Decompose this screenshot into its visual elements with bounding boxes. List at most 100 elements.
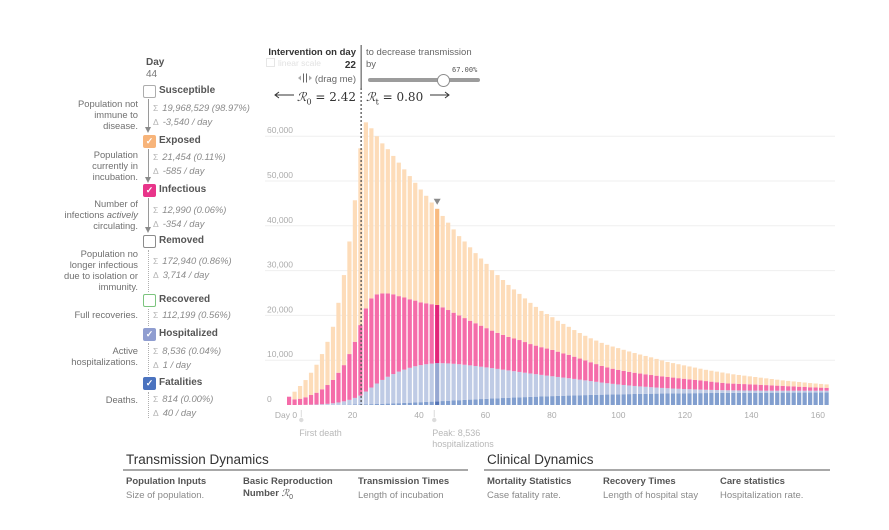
bar-exposed[interactable] [643, 355, 648, 375]
bar-exposed[interactable] [352, 200, 358, 342]
bar-fatalities[interactable] [648, 393, 654, 405]
bar-fatalities[interactable] [742, 392, 747, 405]
bar-fatalities[interactable] [725, 392, 730, 405]
bar-infectious[interactable] [731, 383, 736, 391]
bar-hospitalized[interactable] [605, 383, 610, 395]
bar-infectious[interactable] [670, 377, 676, 389]
bar-infectious[interactable] [391, 294, 396, 375]
bar-fatalities[interactable] [457, 400, 462, 405]
bar-exposed[interactable] [742, 375, 747, 385]
bar-exposed[interactable] [703, 369, 709, 382]
bar-infectious[interactable] [687, 379, 692, 390]
bar-exposed[interactable] [758, 377, 763, 385]
bar-exposed[interactable] [369, 128, 374, 299]
bar-hospitalized[interactable] [808, 390, 813, 393]
bar-infectious[interactable] [665, 377, 670, 389]
bar-infectious[interactable] [720, 382, 725, 391]
bar-exposed[interactable] [786, 380, 791, 387]
bar-fatalities[interactable] [780, 392, 785, 405]
bar-infectious[interactable] [703, 381, 709, 390]
bar-infectious[interactable] [714, 382, 719, 391]
bar-hospitalized[interactable] [489, 368, 495, 399]
susceptible-checkbox[interactable] [143, 85, 156, 98]
bar-exposed[interactable] [363, 122, 368, 309]
bar-infectious[interactable] [550, 349, 555, 377]
bar-fatalities[interactable] [413, 402, 418, 405]
bar-exposed[interactable] [681, 365, 687, 379]
bar-exposed[interactable] [659, 360, 665, 377]
bar-hospitalized[interactable] [319, 404, 325, 405]
bar-exposed[interactable] [528, 302, 533, 345]
bar-infectious[interactable] [572, 356, 577, 379]
bar-fatalities[interactable] [632, 393, 637, 405]
bar-fatalities[interactable] [621, 394, 626, 405]
bar-infectious[interactable] [747, 384, 752, 391]
bar-exposed[interactable] [802, 382, 807, 387]
bar-fatalities[interactable] [703, 393, 709, 405]
bar-hospitalized[interactable] [391, 374, 396, 404]
bar-fatalities[interactable] [533, 396, 539, 405]
bar-hospitalized[interactable] [665, 388, 670, 394]
bar-infectious[interactable] [330, 380, 336, 404]
hospitalized-label[interactable]: Hospitalized [159, 328, 218, 339]
bar-exposed[interactable] [380, 143, 385, 294]
infectious-checkbox[interactable]: ✓ [143, 184, 156, 197]
bar-exposed[interactable] [467, 247, 473, 321]
bar-exposed[interactable] [599, 342, 604, 366]
bar-infectious[interactable] [780, 385, 785, 391]
bar-hospitalized[interactable] [791, 390, 796, 393]
bar-infectious[interactable] [681, 378, 687, 390]
bar-fatalities[interactable] [528, 396, 533, 405]
exposed-checkbox[interactable]: ✓ [143, 135, 156, 148]
bar-hospitalized[interactable] [648, 387, 654, 394]
bar-hospitalized[interactable] [374, 383, 379, 404]
bar-infectious[interactable] [358, 325, 363, 396]
bar-fatalities[interactable] [627, 394, 632, 405]
bar-exposed[interactable] [621, 349, 626, 371]
bar-hospitalized[interactable] [577, 379, 582, 396]
bar-hospitalized[interactable] [813, 390, 818, 393]
bar-infectious[interactable] [758, 384, 763, 391]
bar-exposed[interactable] [572, 330, 577, 357]
bar-hospitalized[interactable] [533, 374, 539, 397]
bar-infectious[interactable] [753, 384, 758, 391]
bar-fatalities[interactable] [583, 395, 588, 405]
bar-hospitalized[interactable] [352, 397, 358, 405]
bar-fatalities[interactable] [769, 392, 774, 405]
bar-exposed[interactable] [670, 363, 676, 378]
bar-hospitalized[interactable] [753, 390, 758, 393]
bar-infectious[interactable] [495, 332, 500, 369]
bar-fatalities[interactable] [517, 397, 522, 405]
bar-hospitalized[interactable] [517, 371, 522, 398]
bar-hospitalized[interactable] [473, 366, 478, 400]
bar-infectious[interactable] [802, 386, 807, 391]
bar-fatalities[interactable] [698, 393, 703, 405]
bar-hospitalized[interactable] [544, 375, 549, 397]
bar-fatalities[interactable] [484, 398, 489, 405]
bar-exposed[interactable] [440, 215, 445, 308]
bar-hospitalized[interactable] [632, 385, 637, 394]
bar-exposed[interactable] [725, 373, 730, 384]
bar-exposed[interactable] [347, 241, 352, 355]
bar-fatalities[interactable] [407, 402, 412, 405]
bar-hospitalized[interactable] [522, 372, 528, 398]
bar-hospitalized[interactable] [588, 381, 593, 395]
bar-fatalities[interactable] [577, 395, 582, 405]
bar-infectious[interactable] [627, 371, 632, 386]
bar-hospitalized[interactable] [610, 383, 615, 395]
bar-hospitalized[interactable] [775, 390, 780, 393]
bar-infectious[interactable] [791, 386, 796, 391]
bar-infectious[interactable] [429, 304, 434, 364]
bar-hospitalized[interactable] [369, 387, 374, 405]
bar-exposed[interactable] [698, 368, 703, 381]
bar-infectious[interactable] [511, 338, 517, 372]
bar-fatalities[interactable] [643, 393, 648, 405]
bar-exposed[interactable] [676, 364, 681, 379]
bar-exposed[interactable] [495, 275, 500, 333]
bar-infectious[interactable] [692, 379, 698, 390]
bar-fatalities[interactable] [435, 401, 440, 405]
bar-infectious[interactable] [605, 367, 610, 384]
bar-infectious[interactable] [616, 369, 621, 385]
bar-fatalities[interactable] [451, 400, 456, 405]
bar-hospitalized[interactable] [594, 381, 599, 395]
